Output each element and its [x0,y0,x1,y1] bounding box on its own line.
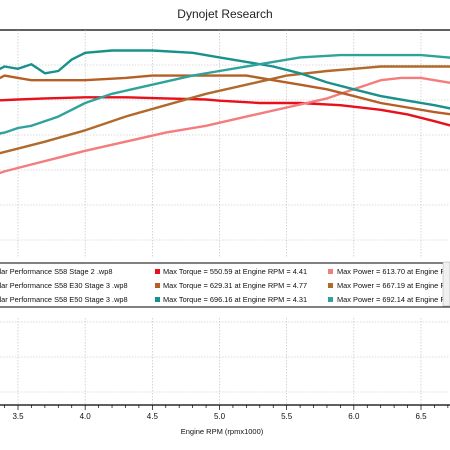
legend-scrollbar[interactable] [442,261,450,307]
legend: dar Performance S58 Stage 2 .wp8 Max Torq… [0,261,450,308]
legend-file-1: dar Performance S58 E30 Stage 3 .wp8 [0,281,128,290]
legend-power-swatch-2 [328,297,333,302]
x-tick-label-6: 6.5 [415,412,427,421]
legend-torque-swatch-2 [155,297,160,302]
x-tick-label-2: 4.5 [147,412,159,421]
legend-torque-text-2: Max Torque = 696.16 at Engine RPM = 4.31 [163,295,307,304]
legend-power-swatch-1 [328,283,333,288]
x-tick-label-4: 5.5 [281,412,293,421]
chart-title: Dynojet Research [177,7,272,21]
lower-plot-grid [0,318,450,405]
legend-torque-swatch-0 [155,269,160,274]
x-tick-label-0: 3.5 [12,412,24,421]
x-tick-label-3: 5.0 [214,412,226,421]
series-line-1 [0,76,450,175]
legend-torque-text-0: Max Torque = 550.59 at Engine RPM = 4.41 [163,267,307,276]
x-tick-label-5: 6.0 [348,412,360,421]
legend-power-swatch-0 [328,269,333,274]
legend-torque-text-1: Max Torque = 629.31 at Engine RPM = 4.77 [163,281,307,290]
series-line-5 [0,53,450,135]
legend-file-0: dar Performance S58 Stage 2 .wp8 [0,267,112,276]
series-line-3 [0,65,450,155]
series-layer [0,49,450,175]
legend-power-text-0: Max Power = 613.70 at Engine RPM [337,267,450,276]
legend-power-text-1: Max Power = 667.19 at Engine RPM [337,281,450,290]
legend-torque-swatch-1 [155,283,160,288]
x-axis: 3.5 4.0 4.5 5.0 5.5 6.0 6.5 [0,404,450,421]
x-axis-label: Engine RPM (rpmx1000) [181,427,264,436]
series-line-2 [0,74,450,116]
x-tick-label-1: 4.0 [80,412,92,421]
series-line-4 [0,49,450,110]
legend-power-text-2: Max Power = 692.14 at Engine RPM [337,295,450,304]
legend-file-2: dar Performance S58 E50 Stage 3 .wp8 [0,295,128,304]
